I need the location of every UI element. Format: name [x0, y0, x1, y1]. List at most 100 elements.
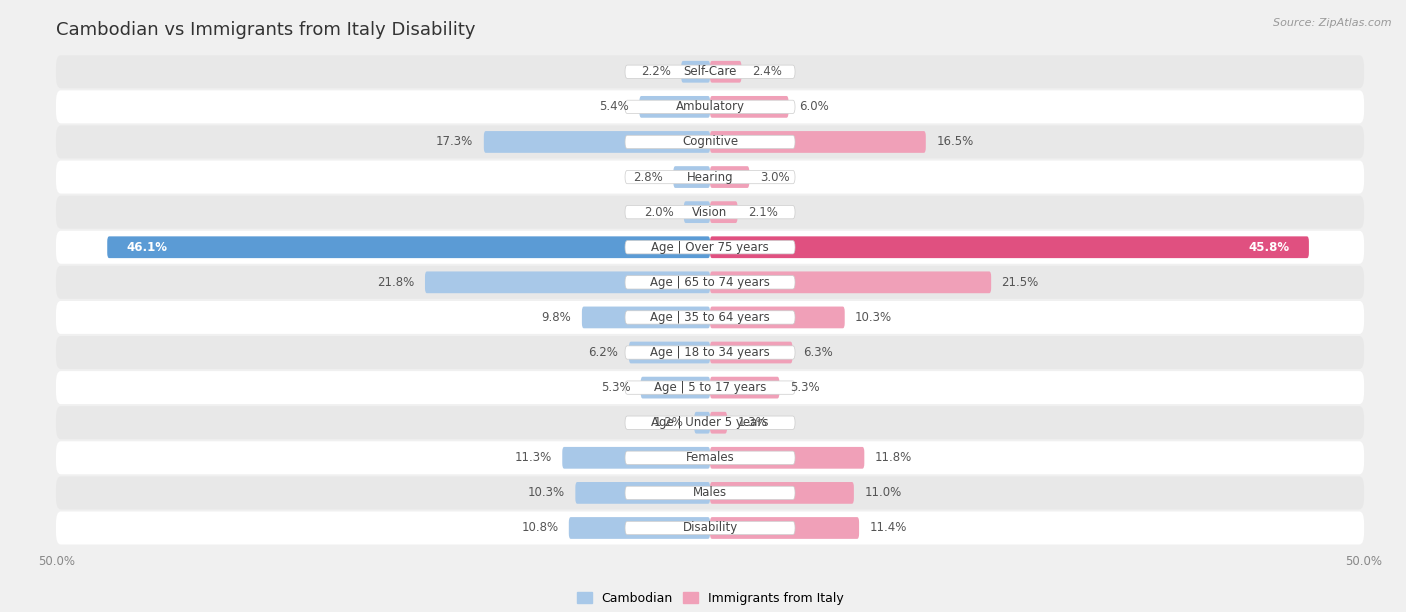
Text: 2.8%: 2.8% [633, 171, 664, 184]
FancyBboxPatch shape [710, 341, 793, 364]
FancyBboxPatch shape [56, 266, 1364, 299]
Text: Cognitive: Cognitive [682, 135, 738, 149]
FancyBboxPatch shape [484, 131, 710, 153]
FancyBboxPatch shape [626, 346, 794, 359]
Text: 2.1%: 2.1% [748, 206, 778, 218]
Text: Hearing: Hearing [686, 171, 734, 184]
Text: 5.3%: 5.3% [790, 381, 820, 394]
Text: 46.1%: 46.1% [127, 241, 167, 254]
Text: 11.0%: 11.0% [865, 487, 901, 499]
FancyBboxPatch shape [582, 307, 710, 328]
FancyBboxPatch shape [626, 451, 794, 465]
FancyBboxPatch shape [562, 447, 710, 469]
FancyBboxPatch shape [628, 341, 710, 364]
FancyBboxPatch shape [710, 166, 749, 188]
Text: 6.0%: 6.0% [799, 100, 828, 113]
FancyBboxPatch shape [56, 512, 1364, 545]
Text: Males: Males [693, 487, 727, 499]
FancyBboxPatch shape [626, 65, 794, 78]
Text: Age | 65 to 74 years: Age | 65 to 74 years [650, 276, 770, 289]
FancyBboxPatch shape [425, 272, 710, 293]
Text: 6.3%: 6.3% [803, 346, 832, 359]
FancyBboxPatch shape [56, 160, 1364, 193]
Text: 21.8%: 21.8% [377, 276, 415, 289]
FancyBboxPatch shape [626, 521, 794, 535]
Text: 16.5%: 16.5% [936, 135, 973, 149]
FancyBboxPatch shape [710, 272, 991, 293]
FancyBboxPatch shape [56, 301, 1364, 334]
FancyBboxPatch shape [710, 236, 1309, 258]
FancyBboxPatch shape [710, 96, 789, 118]
Text: 10.8%: 10.8% [522, 521, 558, 534]
Text: Cambodian vs Immigrants from Italy Disability: Cambodian vs Immigrants from Italy Disab… [56, 21, 475, 39]
Text: 5.4%: 5.4% [599, 100, 628, 113]
FancyBboxPatch shape [673, 166, 710, 188]
Text: 10.3%: 10.3% [855, 311, 893, 324]
Text: 1.3%: 1.3% [738, 416, 768, 429]
Text: Source: ZipAtlas.com: Source: ZipAtlas.com [1274, 18, 1392, 28]
FancyBboxPatch shape [575, 482, 710, 504]
FancyBboxPatch shape [626, 170, 794, 184]
Text: 5.3%: 5.3% [600, 381, 630, 394]
Text: Ambulatory: Ambulatory [675, 100, 745, 113]
FancyBboxPatch shape [710, 201, 738, 223]
Text: Disability: Disability [682, 521, 738, 534]
FancyBboxPatch shape [640, 96, 710, 118]
FancyBboxPatch shape [695, 412, 710, 433]
FancyBboxPatch shape [626, 381, 794, 394]
FancyBboxPatch shape [56, 476, 1364, 509]
FancyBboxPatch shape [626, 486, 794, 499]
FancyBboxPatch shape [626, 100, 794, 114]
FancyBboxPatch shape [641, 377, 710, 398]
Text: 6.2%: 6.2% [589, 346, 619, 359]
Text: 2.2%: 2.2% [641, 65, 671, 78]
Text: Females: Females [686, 451, 734, 465]
FancyBboxPatch shape [626, 135, 794, 149]
Text: 45.8%: 45.8% [1249, 241, 1289, 254]
FancyBboxPatch shape [683, 201, 710, 223]
FancyBboxPatch shape [56, 55, 1364, 88]
FancyBboxPatch shape [107, 236, 710, 258]
FancyBboxPatch shape [56, 125, 1364, 159]
FancyBboxPatch shape [710, 61, 741, 83]
Text: Age | 18 to 34 years: Age | 18 to 34 years [650, 346, 770, 359]
Text: 10.3%: 10.3% [527, 487, 565, 499]
Text: 11.3%: 11.3% [515, 451, 551, 465]
FancyBboxPatch shape [710, 482, 853, 504]
Text: 2.0%: 2.0% [644, 206, 673, 218]
FancyBboxPatch shape [56, 441, 1364, 474]
FancyBboxPatch shape [626, 311, 794, 324]
Text: 17.3%: 17.3% [436, 135, 474, 149]
FancyBboxPatch shape [626, 275, 794, 289]
FancyBboxPatch shape [710, 447, 865, 469]
Text: 11.4%: 11.4% [869, 521, 907, 534]
FancyBboxPatch shape [710, 377, 779, 398]
FancyBboxPatch shape [710, 131, 925, 153]
FancyBboxPatch shape [626, 416, 794, 430]
FancyBboxPatch shape [626, 241, 794, 254]
FancyBboxPatch shape [569, 517, 710, 539]
FancyBboxPatch shape [56, 196, 1364, 229]
Text: Vision: Vision [692, 206, 728, 218]
Legend: Cambodian, Immigrants from Italy: Cambodian, Immigrants from Italy [571, 587, 849, 610]
FancyBboxPatch shape [56, 371, 1364, 404]
FancyBboxPatch shape [710, 412, 727, 433]
Text: 1.2%: 1.2% [654, 416, 683, 429]
Text: 21.5%: 21.5% [1001, 276, 1039, 289]
Text: Age | Over 75 years: Age | Over 75 years [651, 241, 769, 254]
FancyBboxPatch shape [56, 231, 1364, 264]
Text: 11.8%: 11.8% [875, 451, 912, 465]
FancyBboxPatch shape [710, 517, 859, 539]
FancyBboxPatch shape [682, 61, 710, 83]
Text: 3.0%: 3.0% [759, 171, 789, 184]
FancyBboxPatch shape [710, 307, 845, 328]
FancyBboxPatch shape [626, 206, 794, 219]
FancyBboxPatch shape [56, 91, 1364, 124]
FancyBboxPatch shape [56, 336, 1364, 369]
Text: Age | Under 5 years: Age | Under 5 years [651, 416, 769, 429]
Text: Age | 35 to 64 years: Age | 35 to 64 years [650, 311, 770, 324]
Text: 2.4%: 2.4% [752, 65, 782, 78]
Text: Self-Care: Self-Care [683, 65, 737, 78]
Text: Age | 5 to 17 years: Age | 5 to 17 years [654, 381, 766, 394]
FancyBboxPatch shape [56, 406, 1364, 439]
